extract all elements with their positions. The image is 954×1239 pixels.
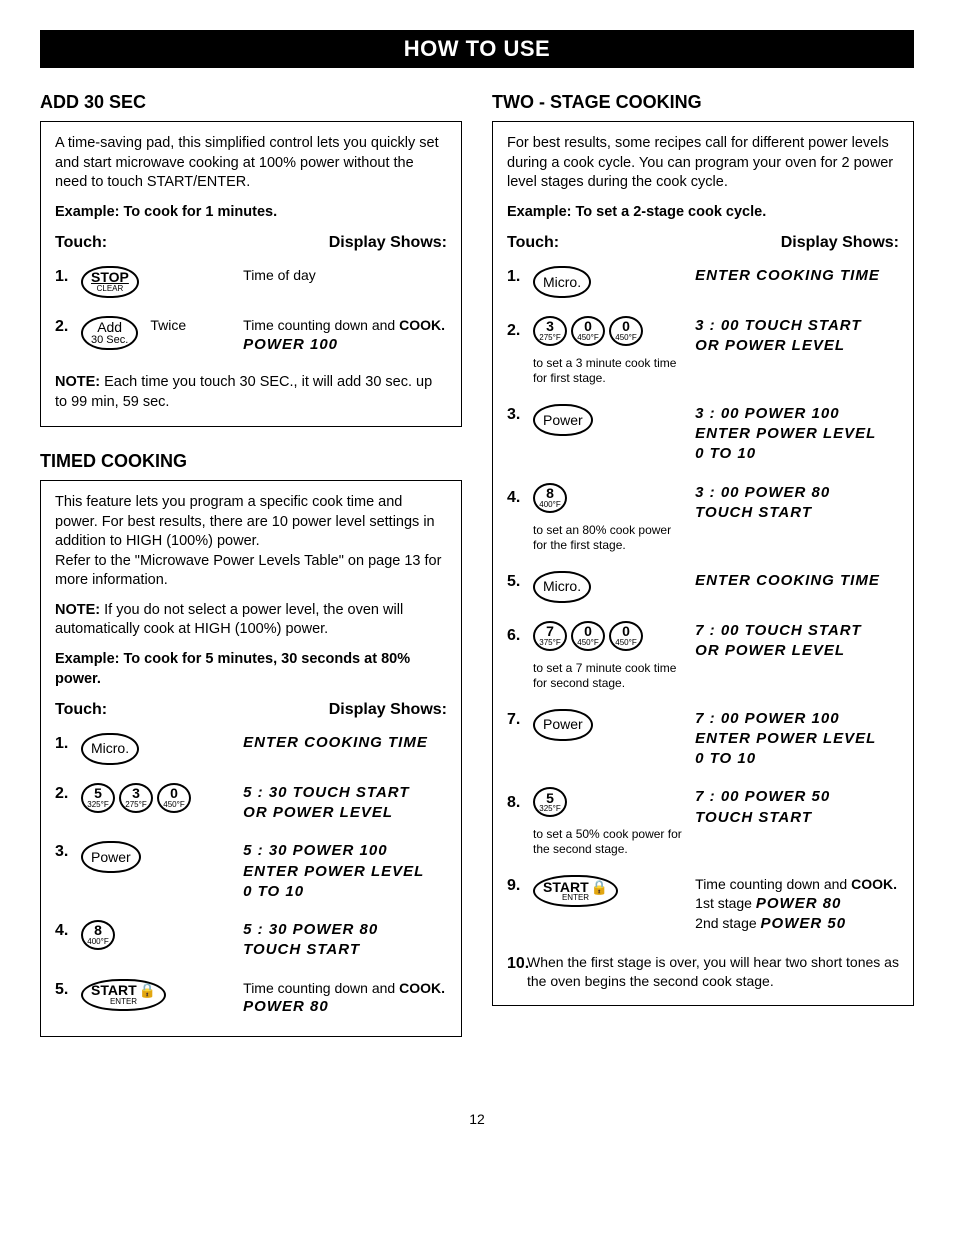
power-pad: Power [81,841,141,873]
stop-clear-pad: STOP CLEAR [81,266,139,298]
display-lcd: 3 : 00 TOUCH STARTOR POWER LEVEL [695,316,899,357]
micro-pad: Micro. [533,266,591,298]
display-lcd: 3 : 00 POWER 80TOUCH START [695,483,899,524]
step-number: 3. [507,404,527,426]
display-lcd: 5 : 30 POWER 80 TOUCH START [243,920,447,961]
digit-5-pad: 5325°F [81,783,115,813]
step-number: 4. [507,487,527,509]
touch-header: Touch: [507,232,559,254]
final-note: When the first stage is over, you will h… [527,953,899,991]
step-number: 1. [55,266,75,288]
display-header: Display Shows: [781,232,899,254]
step-number: 5. [55,979,75,1001]
example-line: Example: To cook for 1 minutes. [55,203,447,223]
step-number: 2. [55,783,75,805]
step-number: 2. [55,316,75,338]
intro-text: This feature lets you program a specific… [55,493,447,591]
step-number: 6. [507,625,527,647]
touch-header: Touch: [55,699,107,721]
display-lcd: 3 : 00 POWER 100ENTER POWER LEVEL0 TO 10 [695,404,899,465]
lock-icon: 🔒 [139,983,156,998]
digit-pad-group: 7375°F 0450°F 0450°F [533,621,643,651]
step-number: 10. [507,953,527,975]
digit-0-pad: 0450°F [157,783,191,813]
step-number: 8. [507,792,527,814]
display-header: Display Shows: [329,699,447,721]
sub-text: to set an 80% cook power for the first s… [533,523,683,553]
display-lcd: ENTER COOKING TIME [243,734,428,751]
digit-7-pad: 7375°F [533,621,567,651]
display-lcd: 5 : 30 POWER 100 ENTER POWER LEVEL 0 TO … [243,841,447,902]
sub-text: to set a 7 minute cook time for second s… [533,661,683,691]
display-lcd: 7 : 00 POWER 50TOUCH START [695,787,899,828]
digit-8-pad: 8400°F [533,483,567,513]
add-30-sec-pad: Add 30 Sec. [81,316,138,350]
lock-icon: 🔒 [591,880,608,895]
display-lcd: 7 : 00 POWER 100ENTER POWER LEVEL0 TO 10 [695,709,899,770]
twice-text: Twice [150,316,186,335]
step-number: 4. [55,920,75,942]
digit-pad-group: 3275°F 0450°F 0450°F [533,316,643,346]
power-pad: Power [533,709,593,741]
step-number: 1. [507,266,527,288]
power-pad: Power [533,404,593,436]
intro-text: A time-saving pad, this simplified contr… [55,134,447,193]
example-line: Example: To cook for 5 minutes, 30 secon… [55,650,447,689]
digit-pad-group: 5325°F 3275°F 0450°F [81,783,191,813]
timed-cooking-box: This feature lets you program a specific… [40,480,462,1037]
digit-5-pad: 5325°F [533,787,567,817]
digit-8-pad: 8400°F [81,920,115,950]
step-number: 3. [55,841,75,863]
add-30-sec-box: A time-saving pad, this simplified contr… [40,121,462,427]
step-number: 2. [507,320,527,342]
digit-0-pad: 0450°F [571,316,605,346]
step-number: 9. [507,875,527,897]
display-lcd: 7 : 00 TOUCH STARTOR POWER LEVEL [695,621,899,662]
micro-pad: Micro. [533,571,591,603]
start-enter-pad: START🔒 ENTER [81,979,166,1011]
step-number: 7. [507,709,527,731]
touch-header: Touch: [55,232,107,254]
digit-0-pad: 0450°F [571,621,605,651]
display-header: Display Shows: [329,232,447,254]
two-stage-heading: TWO - STAGE COOKING [492,92,914,113]
display-text: Time counting down and COOK. 1st stage P… [695,875,899,934]
two-stage-box: For best results, some recipes call for … [492,121,914,1006]
step-number: 5. [507,571,527,593]
sub-text: to set a 50% cook power for the second s… [533,827,683,857]
display-text: Time counting down and COOK. POWER 100 [243,316,447,355]
title-bar: HOW TO USE [40,30,914,68]
start-enter-pad: START🔒 ENTER [533,875,618,907]
sub-text: to set a 3 minute cook time for first st… [533,356,683,386]
display-lcd: ENTER COOKING TIME [695,267,880,284]
digit-0-pad: 0450°F [609,621,643,651]
display-text: Time counting down and COOK. POWER 80 [243,979,447,1018]
digit-3-pad: 3275°F [533,316,567,346]
page-number: 12 [40,1111,914,1127]
note-text: NOTE: If you do not select a power level… [55,601,447,640]
example-line: Example: To set a 2-stage cook cycle. [507,203,899,223]
digit-3-pad: 3275°F [119,783,153,813]
add-30-sec-heading: ADD 30 SEC [40,92,462,113]
display-text: Time of day [243,266,447,285]
step-number: 1. [55,733,75,755]
digit-0-pad: 0450°F [609,316,643,346]
micro-pad: Micro. [81,733,139,765]
note-text: NOTE: Each time you touch 30 SEC., it wi… [55,373,447,412]
timed-cooking-heading: TIMED COOKING [40,451,462,472]
display-lcd: 5 : 30 TOUCH START OR POWER LEVEL [243,783,447,824]
display-lcd: ENTER COOKING TIME [695,572,880,589]
intro-text: For best results, some recipes call for … [507,134,899,193]
